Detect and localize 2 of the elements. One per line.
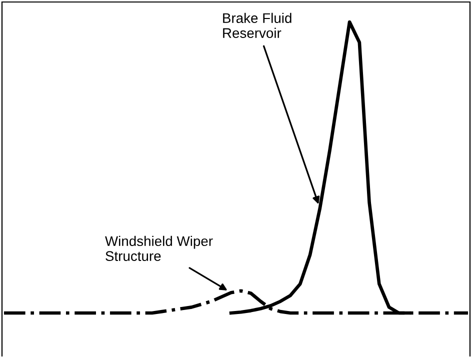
annotation: Windshield Wiper Structure [105,236,213,262]
annotation: Brake Fluid Reservoir [223,12,292,38]
